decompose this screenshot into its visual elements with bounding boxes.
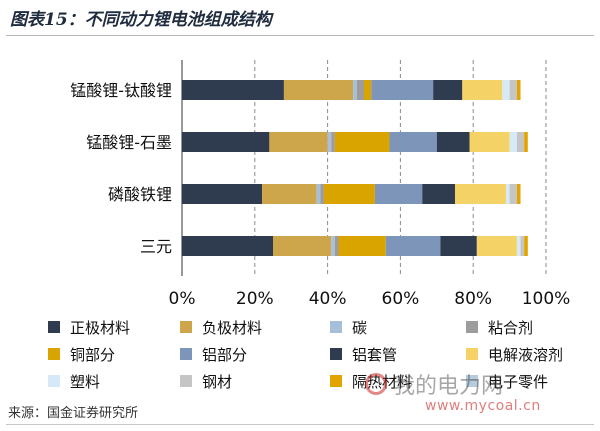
bar-segment <box>455 184 506 204</box>
legend-item: 正极材料 <box>48 316 130 338</box>
bar-segment <box>520 236 525 256</box>
legend-item: 碳 <box>330 316 367 338</box>
bar-segment <box>374 184 423 204</box>
legend-label: 正极材料 <box>70 318 131 337</box>
legend-swatch <box>330 375 342 387</box>
legend-swatch <box>466 348 478 360</box>
bar-segment <box>182 80 284 100</box>
legend-swatch <box>180 375 192 387</box>
title-divider <box>6 35 594 36</box>
bar-segment <box>182 184 263 204</box>
legend-swatch <box>180 348 192 360</box>
legend-item: 电子零件 <box>466 370 548 392</box>
bar-segment <box>353 80 357 100</box>
bar-segment <box>436 132 470 152</box>
x-tick-label: 60% <box>382 289 420 309</box>
bar-segment <box>476 236 517 256</box>
bar-segment <box>331 236 335 256</box>
legend-item: 负极材料 <box>180 316 262 338</box>
legend-item: 粘合剂 <box>466 316 533 338</box>
bar-segment <box>516 184 521 204</box>
legend-label: 电子零件 <box>488 372 549 391</box>
bar-segment <box>389 132 437 152</box>
legend-swatch <box>48 375 60 387</box>
legend-item: 塑料 <box>48 370 100 392</box>
x-tick-label: 20% <box>236 289 274 309</box>
legend-label: 粘合剂 <box>488 318 534 337</box>
legend-item: 铝套管 <box>330 343 397 365</box>
category-label: 锰酸锂-石墨 <box>86 133 172 152</box>
bar-segment <box>331 132 335 152</box>
bar-segment <box>182 236 273 256</box>
bar-segment <box>320 184 324 204</box>
x-tick-label: 0% <box>169 289 196 309</box>
bar-segment <box>509 80 517 100</box>
legend-swatch <box>466 375 478 387</box>
bar-segment <box>524 236 528 256</box>
bar-segment <box>323 184 375 204</box>
chart-legend: 正极材料 负极材料 碳 粘合剂铜部分 铝部分 铝套管 电解液溶剂塑料 钢材 隔热材料 电子零件 <box>48 316 588 400</box>
bar-segment <box>440 236 477 256</box>
bar-segment <box>422 184 455 204</box>
bar-segment <box>316 184 321 204</box>
bar-segment <box>269 132 328 152</box>
bar-segment <box>182 132 270 152</box>
chart-title: 图表15：不同动力锂电池组成结构 <box>10 10 272 30</box>
x-tick-label: 40% <box>309 289 347 309</box>
bar-segment <box>283 80 354 100</box>
legend-label: 隔热材料 <box>352 372 413 391</box>
legend-label: 铜部分 <box>70 345 116 364</box>
bar-segment <box>516 236 521 256</box>
bar-segment <box>334 132 390 152</box>
legend-label: 碳 <box>352 318 368 337</box>
bar-segment <box>334 236 339 256</box>
legend-item: 钢材 <box>180 370 232 392</box>
category-label: 锰酸锂-钛酸锂 <box>70 81 172 100</box>
bar-segment <box>524 132 528 152</box>
category-label: 磷酸铁锂 <box>108 185 172 204</box>
bar-segment <box>371 80 434 100</box>
legend-item: 铝部分 <box>180 343 247 365</box>
legend-item: 隔热材料 <box>330 370 412 392</box>
bar-segment <box>505 184 510 204</box>
bar-segment <box>462 80 503 100</box>
legend-label: 塑料 <box>70 372 101 391</box>
bottom-divider <box>6 424 594 425</box>
bar-segment <box>364 80 372 100</box>
legend-label: 电解液溶剂 <box>488 345 564 364</box>
bar-segment <box>509 184 517 204</box>
legend-label: 铝部分 <box>202 345 248 364</box>
legend-item: 电解液溶剂 <box>466 343 563 365</box>
bar-segment <box>516 80 521 100</box>
legend-label: 铝套管 <box>352 345 398 364</box>
legend-swatch <box>180 321 192 333</box>
bar-segment <box>273 236 332 256</box>
bar-segment <box>338 236 386 256</box>
watermark-url: www.mycoal.cn <box>425 398 541 414</box>
legend-label: 钢材 <box>202 372 233 391</box>
x-tick-label: 100% <box>522 289 571 309</box>
legend-label: 负极材料 <box>202 318 263 337</box>
legend-swatch <box>466 321 478 333</box>
bar-segment <box>385 236 441 256</box>
source-note: 来源：国金证券研究所 <box>8 406 139 421</box>
legend-item: 铜部分 <box>48 343 115 365</box>
bar-segment <box>509 132 517 152</box>
legend-swatch <box>48 321 60 333</box>
bar-segment <box>433 80 463 100</box>
bar-segment <box>327 132 332 152</box>
bar-segment <box>262 184 317 204</box>
legend-swatch <box>330 348 342 360</box>
legend-swatch <box>48 348 60 360</box>
category-label: 三元 <box>140 237 172 256</box>
bar-segment <box>502 80 510 100</box>
x-tick-label: 80% <box>454 289 492 309</box>
legend-swatch <box>330 321 342 333</box>
bar-segment <box>516 132 525 152</box>
bar-segment <box>469 132 510 152</box>
bar-segment <box>356 80 364 100</box>
